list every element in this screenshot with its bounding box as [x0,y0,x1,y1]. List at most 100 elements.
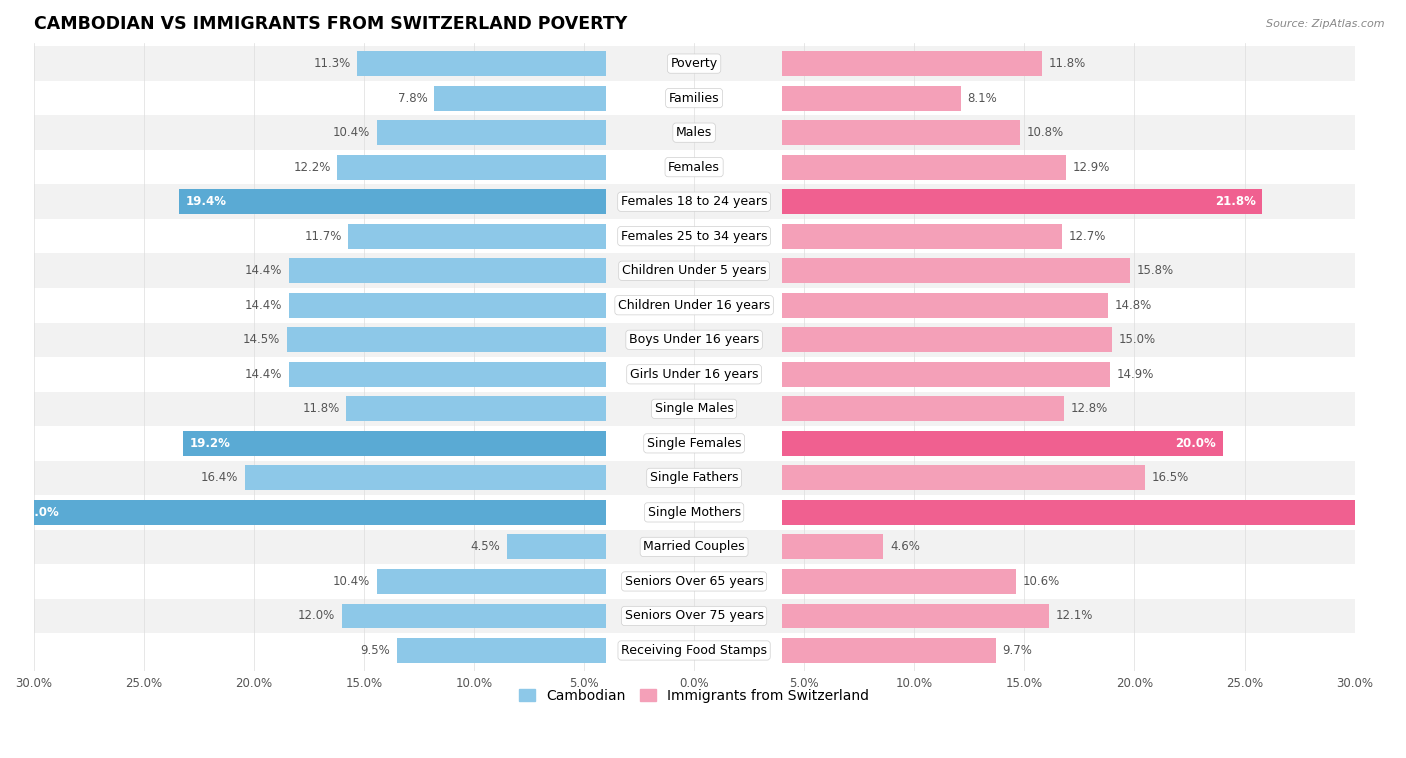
Bar [782,500,1406,525]
Bar [346,396,606,421]
Bar [782,190,1263,214]
Bar [782,224,1062,249]
Text: Females: Females [668,161,720,174]
Text: Married Couples: Married Couples [644,540,745,553]
Text: 11.8%: 11.8% [302,402,340,415]
Bar [508,534,606,559]
Bar [782,569,1015,594]
Text: Source: ZipAtlas.com: Source: ZipAtlas.com [1267,19,1385,29]
Text: 12.0%: 12.0% [298,609,335,622]
Text: 14.4%: 14.4% [245,368,283,381]
Bar [287,327,606,352]
Text: 19.2%: 19.2% [190,437,231,449]
Bar [782,258,1130,283]
Bar [34,322,1354,357]
Text: 20.0%: 20.0% [1175,437,1216,449]
Bar [34,392,1354,426]
Text: Receiving Food Stamps: Receiving Food Stamps [621,644,768,657]
Text: Single Females: Single Females [647,437,741,449]
Text: 28.3%: 28.3% [1358,506,1399,519]
Text: 4.6%: 4.6% [890,540,920,553]
Bar [782,86,960,111]
Bar [782,362,1111,387]
Bar [34,184,1354,219]
Text: 14.4%: 14.4% [245,299,283,312]
Bar [288,258,606,283]
Bar [288,293,606,318]
Bar [34,219,1354,253]
Bar [34,461,1354,495]
Text: 12.8%: 12.8% [1070,402,1108,415]
Text: Single Mothers: Single Mothers [648,506,741,519]
Text: 15.0%: 15.0% [1119,334,1156,346]
Text: 4.5%: 4.5% [471,540,501,553]
Bar [34,495,1354,530]
Text: 10.6%: 10.6% [1022,575,1060,588]
Bar [34,253,1354,288]
Text: 16.5%: 16.5% [1152,471,1189,484]
Text: 12.1%: 12.1% [1056,609,1092,622]
Bar [34,599,1354,633]
Bar [11,500,606,525]
Text: 12.7%: 12.7% [1069,230,1105,243]
Bar [377,121,606,145]
Text: Single Fathers: Single Fathers [650,471,738,484]
Bar [782,121,1019,145]
Bar [34,150,1354,184]
Bar [34,633,1354,668]
Bar [183,431,606,456]
Text: 14.9%: 14.9% [1116,368,1154,381]
Text: 10.4%: 10.4% [333,126,370,139]
Legend: Cambodian, Immigrants from Switzerland: Cambodian, Immigrants from Switzerland [513,683,875,708]
Text: Families: Families [669,92,720,105]
Text: 9.5%: 9.5% [360,644,391,657]
Bar [337,155,606,180]
Text: 9.7%: 9.7% [1002,644,1032,657]
Text: Females 25 to 34 years: Females 25 to 34 years [621,230,768,243]
Bar [377,569,606,594]
Text: CAMBODIAN VS IMMIGRANTS FROM SWITZERLAND POVERTY: CAMBODIAN VS IMMIGRANTS FROM SWITZERLAND… [34,15,627,33]
Bar [34,564,1354,599]
Bar [357,52,606,76]
Bar [34,115,1354,150]
Bar [396,638,606,663]
Bar [349,224,606,249]
Text: Seniors Over 65 years: Seniors Over 65 years [624,575,763,588]
Text: 14.8%: 14.8% [1115,299,1152,312]
Text: 12.2%: 12.2% [294,161,330,174]
Text: 14.5%: 14.5% [243,334,280,346]
Bar [34,46,1354,81]
Bar [179,190,606,214]
Text: 8.1%: 8.1% [967,92,997,105]
Text: Males: Males [676,126,713,139]
Bar [782,431,1223,456]
Bar [782,534,883,559]
Bar [782,603,1049,628]
Bar [782,327,1112,352]
Text: 11.3%: 11.3% [314,57,350,70]
Bar [34,288,1354,322]
Bar [245,465,606,490]
Bar [782,155,1066,180]
Bar [34,530,1354,564]
Text: Girls Under 16 years: Girls Under 16 years [630,368,758,381]
Text: 11.7%: 11.7% [305,230,342,243]
Text: Children Under 5 years: Children Under 5 years [621,265,766,277]
Text: 21.8%: 21.8% [1215,196,1256,208]
Text: Single Males: Single Males [655,402,734,415]
Text: 27.0%: 27.0% [18,506,59,519]
Text: Females 18 to 24 years: Females 18 to 24 years [621,196,768,208]
Bar [288,362,606,387]
Bar [34,81,1354,115]
Text: 11.8%: 11.8% [1049,57,1085,70]
Text: 16.4%: 16.4% [201,471,238,484]
Text: Poverty: Poverty [671,57,717,70]
Text: 12.9%: 12.9% [1073,161,1111,174]
Text: Seniors Over 75 years: Seniors Over 75 years [624,609,763,622]
Bar [782,396,1064,421]
Bar [782,52,1042,76]
Bar [782,293,1108,318]
Bar [342,603,606,628]
Text: Boys Under 16 years: Boys Under 16 years [628,334,759,346]
Bar [34,426,1354,461]
